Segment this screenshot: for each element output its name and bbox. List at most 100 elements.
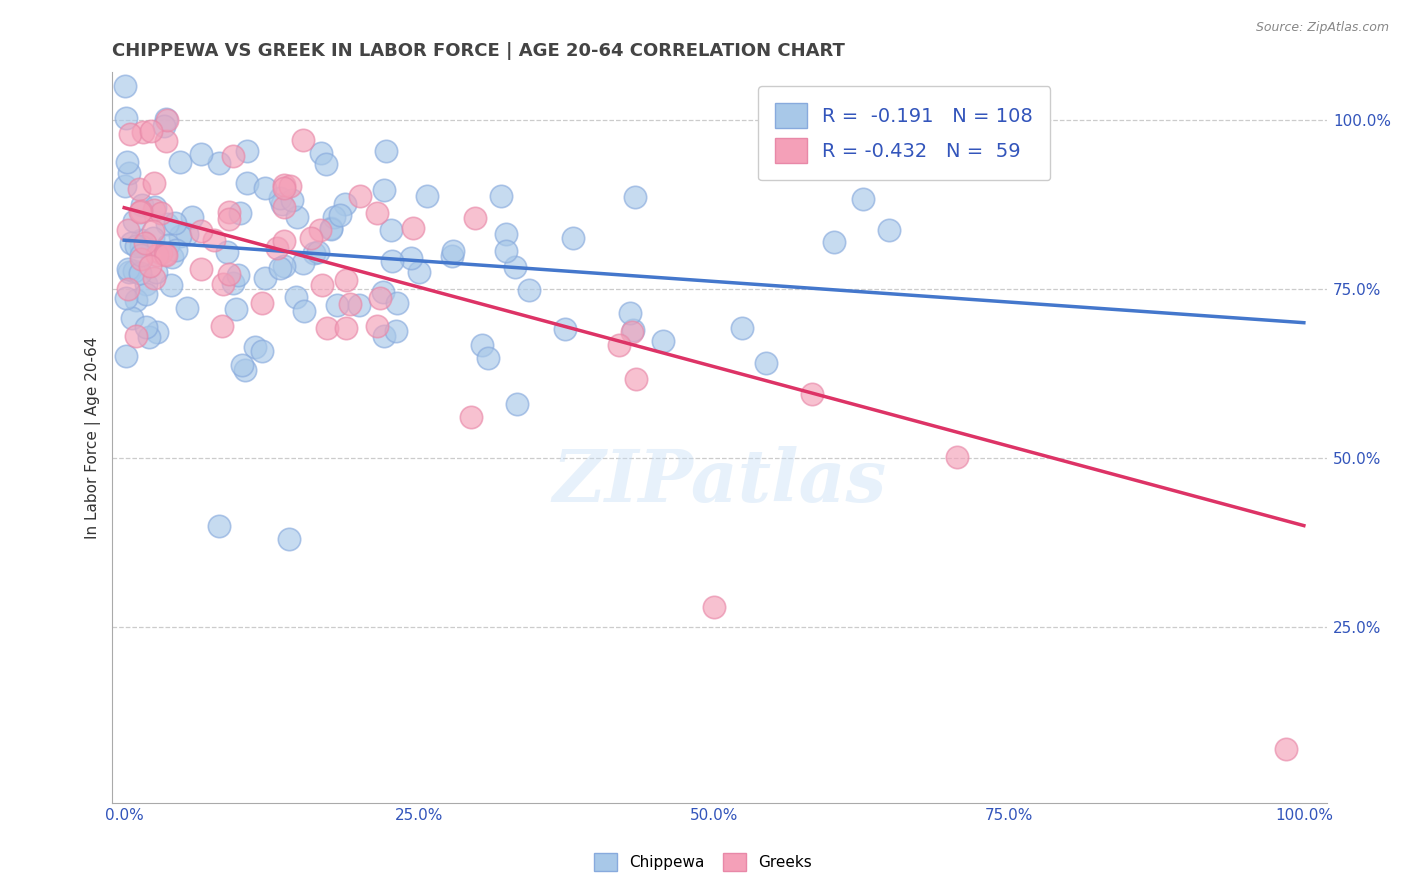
Point bbox=[322, 211, 344, 225]
Point bbox=[308, 223, 330, 237]
Point bbox=[211, 319, 233, 334]
Point bbox=[120, 235, 142, 250]
Point bbox=[129, 238, 152, 252]
Point bbox=[620, 325, 643, 339]
Point bbox=[155, 134, 177, 148]
Point bbox=[731, 320, 754, 334]
Point bbox=[349, 189, 371, 203]
Point bbox=[506, 397, 529, 411]
Point bbox=[347, 297, 370, 311]
Point bbox=[368, 291, 391, 305]
Point bbox=[284, 290, 307, 304]
Point bbox=[385, 295, 408, 310]
Point bbox=[222, 149, 245, 163]
Point bbox=[292, 303, 315, 318]
Point bbox=[145, 200, 167, 214]
Point bbox=[143, 271, 166, 285]
Legend: Chippewa, Greeks: Chippewa, Greeks bbox=[588, 847, 818, 877]
Point bbox=[190, 147, 212, 161]
Point bbox=[278, 532, 301, 546]
Point bbox=[218, 212, 240, 227]
Point bbox=[131, 252, 153, 266]
Point bbox=[623, 189, 645, 203]
Point bbox=[156, 237, 179, 252]
Point bbox=[464, 211, 486, 226]
Text: Source: ZipAtlas.com: Source: ZipAtlas.com bbox=[1256, 21, 1389, 34]
Point bbox=[335, 197, 357, 211]
Point bbox=[131, 198, 153, 212]
Point bbox=[253, 271, 276, 285]
Point bbox=[477, 351, 499, 365]
Point bbox=[142, 231, 165, 245]
Point bbox=[380, 223, 402, 237]
Point bbox=[122, 214, 145, 228]
Point bbox=[225, 301, 247, 316]
Point bbox=[371, 285, 394, 299]
Point bbox=[307, 245, 329, 260]
Point bbox=[121, 310, 143, 325]
Point bbox=[135, 319, 157, 334]
Point bbox=[754, 355, 776, 369]
Point bbox=[146, 247, 169, 261]
Point bbox=[366, 205, 388, 219]
Point bbox=[122, 264, 145, 278]
Point bbox=[335, 320, 357, 334]
Point bbox=[321, 222, 343, 236]
Point bbox=[269, 191, 291, 205]
Point bbox=[273, 180, 295, 194]
Point bbox=[326, 298, 349, 312]
Point bbox=[117, 223, 139, 237]
Point bbox=[114, 111, 136, 125]
Point bbox=[114, 178, 136, 193]
Point bbox=[309, 146, 332, 161]
Point bbox=[118, 128, 141, 142]
Point bbox=[115, 291, 138, 305]
Point bbox=[190, 261, 212, 276]
Point bbox=[190, 224, 212, 238]
Point bbox=[489, 189, 512, 203]
Point bbox=[269, 261, 291, 276]
Point bbox=[129, 266, 152, 280]
Point bbox=[145, 265, 167, 279]
Point bbox=[155, 248, 177, 262]
Point bbox=[266, 242, 288, 256]
Point bbox=[229, 206, 252, 220]
Point bbox=[129, 233, 152, 247]
Point bbox=[218, 267, 240, 281]
Point bbox=[877, 222, 900, 236]
Point bbox=[236, 177, 259, 191]
Point bbox=[115, 155, 138, 169]
Point bbox=[218, 205, 240, 219]
Point bbox=[1275, 741, 1298, 756]
Point bbox=[138, 259, 160, 273]
Point bbox=[125, 239, 148, 253]
Point bbox=[273, 178, 295, 193]
Point bbox=[138, 330, 160, 344]
Point bbox=[471, 338, 494, 352]
Point bbox=[228, 268, 250, 282]
Point bbox=[176, 227, 198, 242]
Point bbox=[125, 293, 148, 308]
Point bbox=[624, 372, 647, 386]
Point bbox=[316, 321, 339, 335]
Point bbox=[169, 155, 191, 169]
Point bbox=[381, 253, 404, 268]
Point bbox=[373, 328, 395, 343]
Y-axis label: In Labor Force | Age 20-64: In Labor Force | Age 20-64 bbox=[86, 336, 101, 539]
Point bbox=[619, 306, 641, 320]
Point bbox=[402, 221, 425, 235]
Point bbox=[202, 233, 225, 247]
Point bbox=[416, 189, 439, 203]
Point bbox=[250, 296, 273, 310]
Point bbox=[946, 450, 969, 464]
Point bbox=[117, 282, 139, 296]
Point bbox=[155, 247, 177, 261]
Point bbox=[852, 192, 875, 206]
Point bbox=[321, 221, 343, 235]
Point bbox=[299, 231, 322, 245]
Point bbox=[273, 234, 295, 248]
Point bbox=[366, 319, 388, 334]
Point bbox=[399, 251, 422, 265]
Point bbox=[233, 362, 256, 376]
Point bbox=[561, 231, 583, 245]
